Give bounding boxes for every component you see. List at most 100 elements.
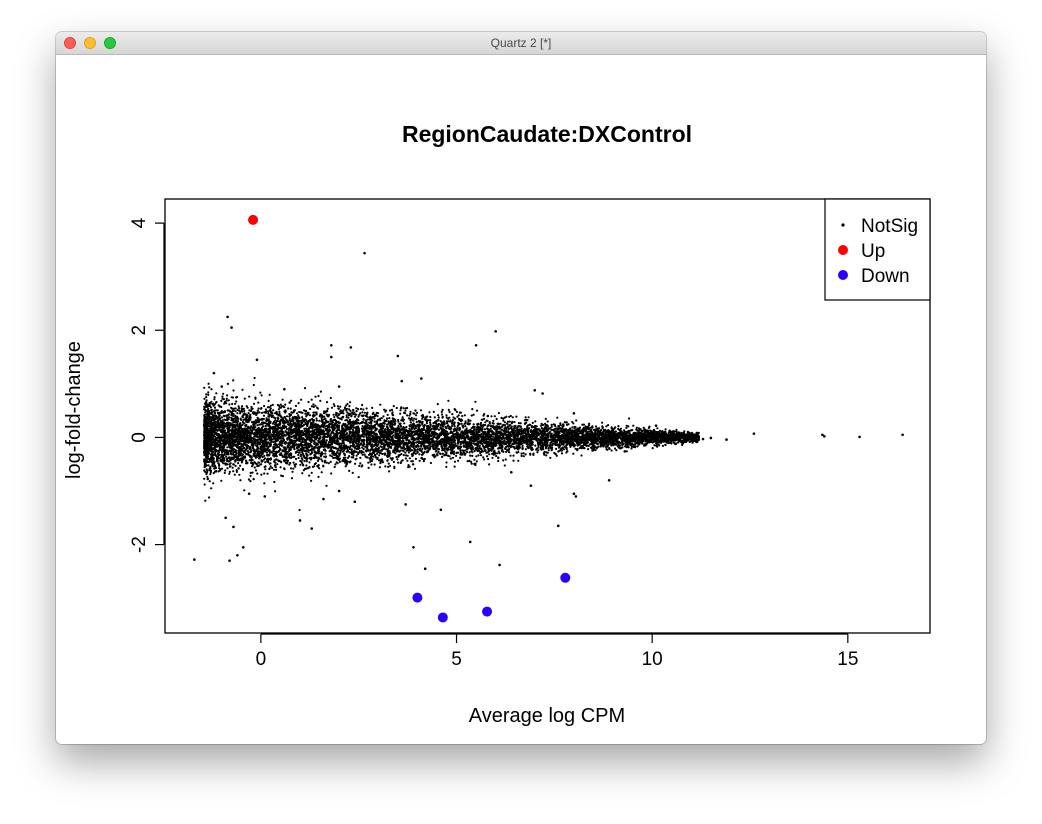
notsig-point (228, 403, 231, 406)
notsig-point (333, 465, 336, 469)
notsig-point (319, 399, 322, 402)
notsig-point (437, 416, 440, 419)
notsig-point (348, 405, 351, 408)
notsig-point (441, 408, 444, 411)
notsig-point (474, 400, 477, 403)
notsig-point (402, 426, 405, 429)
notsig-point (404, 457, 407, 460)
title-bar[interactable]: Quartz 2 [*] (56, 32, 986, 55)
notsig-point (402, 407, 405, 410)
notsig-point (441, 437, 444, 441)
notsig-point (333, 404, 336, 408)
notsig-point (236, 412, 239, 415)
notsig-point (447, 399, 450, 402)
notsig-point (513, 420, 516, 424)
notsig-point (337, 407, 340, 410)
notsig-point (346, 456, 350, 459)
notsig-point (243, 409, 246, 412)
notsig-point (265, 417, 268, 420)
notsig-point (439, 420, 442, 423)
notsig-point (308, 461, 311, 464)
notsig-point (620, 441, 624, 444)
notsig-point (392, 420, 395, 423)
notsig-point (217, 462, 220, 465)
notsig-point (413, 417, 416, 420)
notsig-point (414, 457, 417, 460)
notsig-point (571, 420, 574, 424)
notsig-point (234, 459, 237, 462)
notsig-point (204, 499, 207, 502)
notsig-point (235, 400, 238, 403)
notsig-point (495, 454, 498, 458)
notsig-point (661, 444, 665, 447)
notsig-point (254, 396, 257, 399)
notsig-point (473, 450, 476, 453)
notsig-point (252, 383, 255, 387)
notsig-point (664, 430, 667, 433)
notsig-point (367, 461, 370, 464)
notsig-point (345, 414, 348, 417)
notsig-point (389, 464, 392, 467)
notsig-point (238, 407, 241, 410)
minimize-icon[interactable] (84, 37, 96, 49)
notsig-point (301, 458, 304, 461)
notsig-point (477, 437, 480, 441)
notsig-point (234, 402, 237, 405)
notsig-point (404, 447, 407, 451)
notsig-point (223, 410, 226, 413)
notsig-point (216, 409, 219, 412)
notsig-point (353, 415, 357, 418)
notsig-point (338, 429, 341, 432)
notsig-point (377, 446, 380, 449)
notsig-point (333, 415, 336, 419)
notsig-point (550, 423, 553, 426)
notsig-point (324, 452, 327, 455)
notsig-point (492, 435, 495, 438)
notsig-point (512, 454, 515, 457)
md-plot: RegionCaudate:DXControl Average log CPM … (63, 121, 931, 727)
notsig-point (278, 453, 282, 456)
notsig-point (285, 415, 289, 418)
notsig-point (294, 457, 298, 461)
close-icon[interactable] (64, 37, 76, 49)
notsig-point (308, 414, 312, 417)
notsig-point (379, 417, 382, 420)
notsig-point (632, 424, 635, 427)
notsig-point (500, 416, 503, 419)
notsig-point (277, 408, 280, 411)
notsig-point (575, 419, 578, 422)
notsig-point (425, 415, 428, 418)
notsig-point (291, 470, 294, 473)
notsig-point (630, 447, 633, 450)
notsig-point (569, 445, 572, 448)
notsig-point (546, 451, 549, 454)
notsig-point (226, 416, 229, 419)
notsig-point (334, 413, 338, 416)
notsig-point (273, 480, 276, 484)
notsig-point (399, 461, 402, 465)
notsig-point (390, 408, 394, 411)
notsig-point (220, 467, 224, 470)
notsig-point (319, 445, 322, 448)
notsig-point (363, 411, 366, 414)
x-axis-label: Average log CPM (469, 705, 625, 727)
notsig-point (408, 457, 411, 460)
notsig-point (267, 399, 270, 402)
notsig-point (522, 455, 525, 458)
notsig-point (503, 464, 506, 467)
notsig-point (379, 403, 382, 406)
notsig-point (257, 407, 260, 410)
notsig-point (248, 395, 251, 398)
notsig-point (307, 400, 310, 404)
notsig-point (258, 411, 261, 414)
notsig-point (326, 407, 329, 410)
notsig-point (437, 414, 440, 417)
notsig-point (372, 455, 375, 458)
notsig-point (441, 452, 444, 455)
notsig-point (261, 444, 264, 447)
notsig-point (290, 419, 293, 422)
zoom-icon[interactable] (104, 37, 116, 49)
notsig-point (496, 422, 499, 425)
notsig-point (248, 409, 251, 412)
notsig-point (437, 451, 440, 454)
